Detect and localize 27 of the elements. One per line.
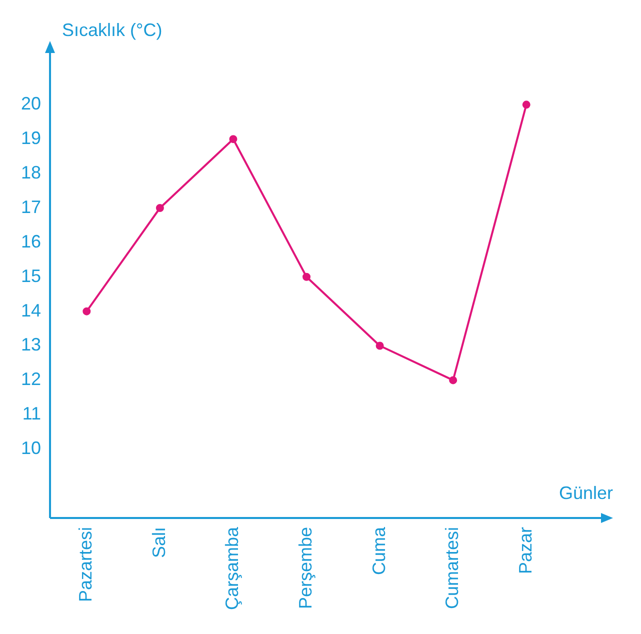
point: [302, 272, 311, 281]
point: [82, 307, 91, 316]
x-axis-title: Günler: [558, 482, 613, 503]
point: [522, 100, 530, 109]
y-tick-label: 18: [20, 162, 42, 183]
x-tick-label: Cuma: [368, 526, 389, 575]
x-tick-label: Perşembe: [295, 526, 316, 610]
y-tick-label: 19: [20, 128, 42, 148]
y-tick-label: 11: [22, 404, 42, 424]
y-tick-label: 16: [20, 231, 42, 252]
y-tick-label: 14: [20, 300, 42, 320]
y-tick-label: 10: [20, 438, 42, 458]
point: [156, 204, 164, 212]
y-tick-label: 15: [20, 266, 42, 286]
y-tick-label: 12: [20, 369, 42, 390]
point: [449, 376, 458, 384]
point: [229, 135, 238, 144]
x-tick-label: Pazartesi: [76, 526, 96, 602]
x-tick-label: Çarşamba: [222, 526, 242, 610]
y-tick-label: 20: [20, 94, 42, 114]
y-axis-title: Sıcaklık (°C): [62, 20, 162, 40]
x-tick-label: Salı: [148, 526, 169, 558]
x-tick-label: Pazar: [515, 526, 536, 574]
y-tick-label: 17: [20, 196, 42, 217]
x-tick-label: Cumartesi: [442, 526, 462, 609]
point: [376, 342, 384, 350]
y-tick-label: 13: [20, 334, 42, 355]
